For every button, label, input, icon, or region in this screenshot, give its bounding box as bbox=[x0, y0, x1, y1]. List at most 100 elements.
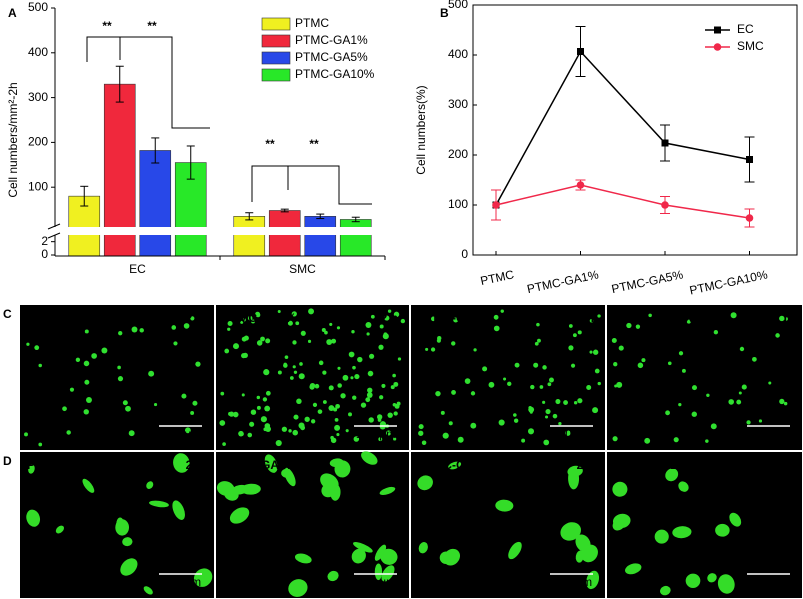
cell bbox=[378, 344, 384, 350]
micrograph-label: PTMC bbox=[27, 311, 61, 325]
cell bbox=[284, 355, 289, 360]
cell bbox=[667, 361, 672, 366]
cell bbox=[314, 383, 320, 389]
x-tick-label: PTMC-GA10% bbox=[688, 267, 769, 297]
cell bbox=[83, 409, 89, 415]
cell bbox=[418, 542, 428, 554]
break-mark bbox=[47, 232, 61, 239]
cell bbox=[626, 322, 632, 329]
time-label: 2 h bbox=[381, 311, 398, 325]
cell bbox=[289, 376, 294, 380]
cell bbox=[464, 378, 471, 384]
cell bbox=[473, 348, 477, 352]
cell bbox=[493, 314, 499, 320]
cell bbox=[227, 327, 231, 331]
cell bbox=[384, 315, 390, 321]
cell bbox=[442, 432, 449, 439]
scale-label: 100 μm bbox=[356, 427, 396, 441]
cell bbox=[173, 453, 190, 473]
cell bbox=[143, 586, 153, 595]
panel-label: C bbox=[3, 307, 12, 321]
cell bbox=[312, 402, 318, 407]
cell bbox=[393, 437, 397, 441]
cell bbox=[260, 336, 265, 342]
cell bbox=[120, 558, 138, 576]
cell bbox=[288, 579, 308, 597]
cell bbox=[784, 317, 788, 321]
cell bbox=[691, 411, 697, 417]
cell bbox=[216, 481, 235, 496]
cell bbox=[317, 409, 323, 414]
marker bbox=[576, 181, 585, 189]
cell bbox=[370, 314, 375, 319]
cell bbox=[331, 338, 337, 344]
cell bbox=[418, 430, 424, 436]
cell bbox=[379, 486, 396, 496]
panel-label: A bbox=[8, 6, 17, 20]
y-axis-label: Cell numbers(%) bbox=[414, 85, 428, 174]
cell bbox=[24, 432, 28, 437]
cell bbox=[115, 519, 130, 536]
cell bbox=[84, 379, 90, 385]
cell bbox=[592, 407, 599, 414]
cell bbox=[335, 403, 340, 409]
cell bbox=[327, 570, 339, 582]
cell bbox=[514, 362, 520, 368]
cell bbox=[448, 421, 453, 426]
cell bbox=[572, 333, 577, 338]
cell bbox=[149, 500, 169, 508]
cell bbox=[547, 382, 552, 387]
micrograph-label: PTMC-GA10% bbox=[614, 458, 694, 472]
cell bbox=[425, 347, 429, 351]
cell bbox=[241, 483, 261, 495]
legend-label: PTMC-GA1% bbox=[295, 33, 368, 47]
cell bbox=[739, 346, 745, 352]
cell bbox=[350, 376, 354, 380]
time-label: 2 h bbox=[186, 458, 203, 472]
cell bbox=[292, 340, 297, 345]
time-label: 2 h bbox=[577, 458, 594, 472]
cell bbox=[715, 523, 730, 537]
error-bar bbox=[80, 185, 89, 207]
cell bbox=[184, 427, 191, 434]
cell bbox=[678, 403, 682, 407]
cell bbox=[589, 318, 594, 323]
cell bbox=[393, 311, 400, 318]
cell bbox=[392, 373, 396, 378]
cell bbox=[26, 342, 30, 346]
cell bbox=[396, 401, 401, 406]
cell bbox=[265, 426, 271, 433]
cell bbox=[256, 395, 261, 400]
cell bbox=[292, 429, 298, 436]
cell bbox=[641, 358, 646, 363]
cell bbox=[611, 337, 617, 343]
cell bbox=[592, 349, 599, 355]
cell bbox=[736, 399, 742, 405]
cell bbox=[783, 401, 788, 406]
cell bbox=[309, 384, 315, 390]
cell bbox=[173, 341, 178, 346]
cell bbox=[365, 397, 371, 403]
x-tick-label: PTMC-GA1% bbox=[526, 267, 600, 296]
legend-swatch bbox=[261, 17, 291, 31]
cell bbox=[307, 339, 312, 343]
cell bbox=[390, 385, 395, 390]
cell bbox=[337, 366, 341, 370]
cell bbox=[351, 548, 366, 564]
y-tick-label: 300 bbox=[28, 90, 48, 104]
cell bbox=[171, 325, 177, 330]
cell bbox=[247, 432, 253, 438]
cell bbox=[728, 399, 735, 405]
cell bbox=[263, 369, 270, 376]
cell bbox=[377, 414, 383, 420]
cell bbox=[345, 429, 349, 433]
cell bbox=[125, 405, 131, 412]
cell bbox=[337, 383, 342, 388]
line bbox=[495, 184, 750, 219]
cell bbox=[717, 574, 735, 594]
error-bar bbox=[151, 137, 160, 164]
y-tick-label: 400 bbox=[28, 45, 48, 59]
cell bbox=[340, 393, 346, 399]
bar bbox=[233, 216, 266, 257]
